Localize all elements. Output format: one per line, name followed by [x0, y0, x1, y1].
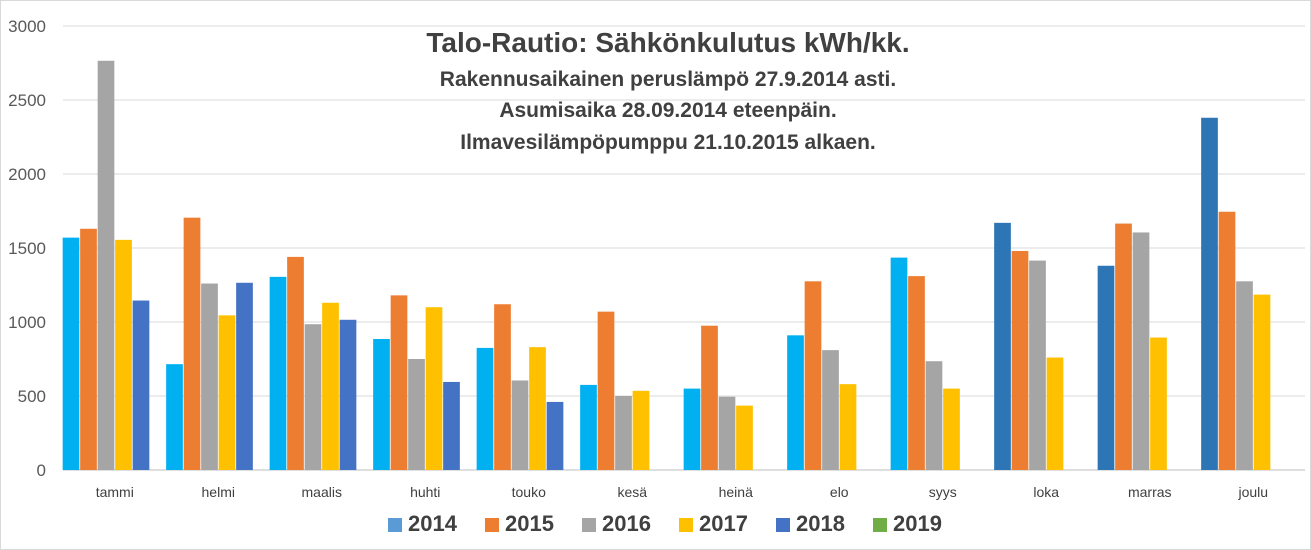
- legend-swatch-2014: [388, 518, 402, 532]
- bar-2015-marras: [1115, 223, 1132, 470]
- bar-2017-heinä: [736, 405, 753, 470]
- legend-label-2016: 2016: [602, 511, 651, 536]
- bar-2016-marras: [1132, 232, 1150, 470]
- bar-2015-kesä: [597, 311, 615, 470]
- x-category-label: marras: [1128, 484, 1172, 500]
- legend-swatch-2018: [776, 518, 790, 532]
- x-category-label: helmi: [202, 484, 235, 500]
- x-category-label: maalis: [302, 484, 342, 500]
- x-category-label: touko: [512, 484, 546, 500]
- y-axis-ticks: 0 500 1000 1500 2000 2500 3000: [8, 17, 46, 480]
- bar-2014-elo: [787, 335, 804, 470]
- y-tick-label: 0: [37, 461, 46, 480]
- bar-2018-touko: [546, 401, 564, 470]
- bar-2015-syys: [908, 276, 925, 470]
- bar-2017-maalis: [322, 302, 339, 470]
- bar-2017-huhti: [425, 307, 443, 470]
- bar-2014-touko: [476, 347, 494, 470]
- legend-label-2017: 2017: [699, 511, 748, 536]
- legend: 2014 2015 2016 2017 2018 2019: [388, 511, 942, 536]
- bar-2014-loka: [994, 222, 1011, 470]
- bar-2014-tammi: [62, 237, 80, 470]
- legend-swatch-2019: [873, 518, 887, 532]
- x-category-label: heinä: [719, 484, 753, 500]
- y-tick-label: 2500: [8, 91, 46, 110]
- legend-swatch-2017: [679, 518, 693, 532]
- bar-2014-syys: [890, 257, 908, 470]
- bar-2016-helmi: [201, 283, 218, 470]
- x-category-label: syys: [929, 484, 957, 500]
- bar-2016-maalis: [304, 324, 322, 470]
- x-category-label: tammi: [96, 484, 134, 500]
- legend-label-2015: 2015: [505, 511, 554, 536]
- bar-2017-loka: [1046, 357, 1064, 470]
- bar-2016-huhti: [408, 359, 425, 470]
- bar-2014-kesä: [580, 384, 597, 470]
- bar-2016-touko: [511, 380, 529, 470]
- bar-2015-huhti: [390, 295, 408, 470]
- bar-2018-tammi: [132, 300, 150, 470]
- bar-2014-heinä: [683, 388, 701, 470]
- bar-2017-syys: [943, 388, 960, 470]
- bar-2014-joulu: [1201, 117, 1218, 470]
- bar-2017-kesä: [632, 390, 650, 470]
- bar-2016-loka: [1029, 260, 1046, 470]
- bar-2014-helmi: [166, 364, 183, 470]
- y-tick-label: 2000: [8, 165, 46, 184]
- y-tick-label: 500: [18, 387, 46, 406]
- legend-swatch-2015: [485, 518, 499, 532]
- bar-2016-elo: [822, 350, 839, 470]
- legend-label-2019: 2019: [893, 511, 942, 536]
- bar-2014-marras: [1097, 265, 1115, 470]
- bar-2016-syys: [925, 361, 943, 470]
- y-tick-label: 3000: [8, 17, 46, 36]
- bar-2015-tammi: [80, 228, 97, 470]
- bar-2017-joulu: [1253, 294, 1271, 470]
- title-line-0: Talo-Rautio: Sähkönkulutus kWh/kk.: [426, 27, 909, 58]
- bar-2016-heinä: [718, 396, 736, 470]
- bar-2018-huhti: [443, 381, 460, 470]
- bar-2018-maalis: [339, 319, 357, 470]
- bar-2015-helmi: [183, 217, 201, 470]
- bar-2016-tammi: [97, 60, 115, 470]
- x-category-label: elo: [830, 484, 849, 500]
- chart-title: Talo-Rautio: Sähkönkulutus kWh/kk. Raken…: [426, 27, 909, 154]
- legend-label-2018: 2018: [796, 511, 845, 536]
- legend-swatch-2016: [582, 518, 596, 532]
- y-tick-label: 1000: [8, 313, 46, 332]
- bar-2016-joulu: [1236, 281, 1253, 470]
- bar-2017-elo: [839, 384, 857, 470]
- bar-2014-maalis: [269, 276, 287, 470]
- title-line-2: Asumisaika 28.09.2014 eteenpäin.: [499, 99, 836, 122]
- bar-2015-touko: [494, 304, 511, 470]
- x-category-label: kesä: [617, 484, 647, 500]
- bar-2015-loka: [1011, 250, 1029, 470]
- bar-2015-elo: [804, 281, 822, 470]
- bar-2016-kesä: [615, 396, 632, 470]
- x-category-label: joulu: [1237, 484, 1268, 500]
- bars: [62, 60, 1271, 471]
- bar-2015-heinä: [701, 325, 718, 470]
- x-axis-categories: tammi helmi maalis huhti touko kesä heinä elo sy…: [96, 484, 1268, 500]
- bar-2018-helmi: [236, 282, 253, 470]
- bar-2015-joulu: [1218, 211, 1236, 471]
- title-line-3: Ilmavesilämpöpumppu 21.10.2015 alkaen.: [460, 131, 876, 154]
- title-line-1: Rakennusaikainen peruslämpö 27.9.2014 as…: [440, 68, 896, 91]
- bar-2014-huhti: [373, 339, 390, 470]
- x-category-label: loka: [1033, 484, 1059, 500]
- legend-label-2014: 2014: [408, 511, 458, 536]
- bar-2017-touko: [529, 347, 546, 470]
- bar-2017-helmi: [218, 315, 236, 470]
- bar-2015-maalis: [287, 256, 304, 470]
- y-tick-label: 1500: [8, 239, 46, 258]
- x-category-label: huhti: [410, 484, 440, 500]
- bar-2017-tammi: [115, 239, 132, 470]
- bar-2017-marras: [1150, 337, 1167, 470]
